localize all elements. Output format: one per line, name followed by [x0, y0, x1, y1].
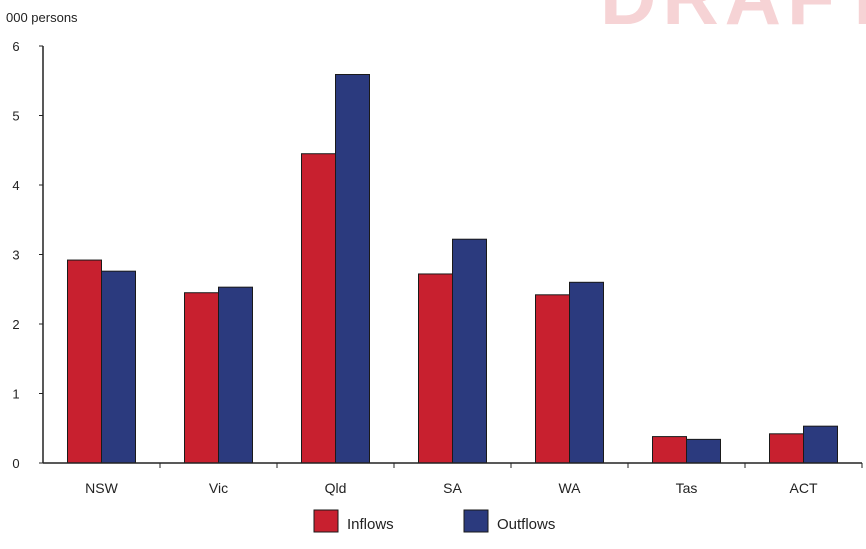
y-tick-label: 6	[12, 39, 19, 54]
y-tick-label: 2	[12, 317, 19, 332]
x-tick-label: Qld	[325, 480, 347, 496]
legend-swatch-inflows	[313, 509, 339, 533]
watermark: DRAFT	[600, 0, 866, 41]
legend-label-inflows: Inflows	[347, 516, 394, 533]
y-tick-label: 3	[12, 248, 19, 263]
bar-outflows-nsw	[101, 270, 136, 464]
legend: Inflows Outflows	[313, 509, 555, 533]
y-axis: 0 1 2 3 4 5 6	[12, 39, 44, 471]
y-axis-unit-label: 000 persons	[6, 10, 78, 25]
bar-outflows-act	[803, 425, 838, 464]
bar-inflows-qld	[301, 153, 336, 464]
legend-label-outflows: Outflows	[497, 516, 555, 533]
bar-inflows-act	[769, 433, 804, 464]
bar-outflows-tas	[686, 438, 721, 464]
x-tick-label: SA	[443, 480, 462, 496]
bar-outflows-vic	[218, 286, 253, 464]
x-tick-label: NSW	[85, 480, 118, 496]
y-tick-label: 4	[12, 178, 19, 193]
bar-outflows-qld	[335, 73, 370, 464]
bar-inflows-nsw	[67, 259, 102, 464]
y-tick-label: 1	[12, 387, 19, 402]
x-tick-label: WA	[558, 480, 581, 496]
x-tick-label: Tas	[676, 480, 698, 496]
legend-swatch-outflows	[463, 509, 489, 533]
x-axis: NSW Vic Qld SA WA Tas ACT	[43, 462, 863, 496]
bars	[67, 73, 838, 464]
bar-outflows-sa	[452, 238, 487, 464]
bar-inflows-wa	[535, 294, 570, 464]
bar-inflows-tas	[652, 436, 687, 464]
x-tick-label: Vic	[209, 480, 228, 496]
bar-inflows-sa	[418, 273, 453, 464]
x-tick-label: ACT	[790, 480, 818, 496]
bar-outflows-wa	[569, 281, 604, 464]
y-tick-label: 5	[12, 109, 19, 124]
y-tick-label: 0	[12, 456, 19, 471]
bar-inflows-vic	[184, 292, 219, 464]
